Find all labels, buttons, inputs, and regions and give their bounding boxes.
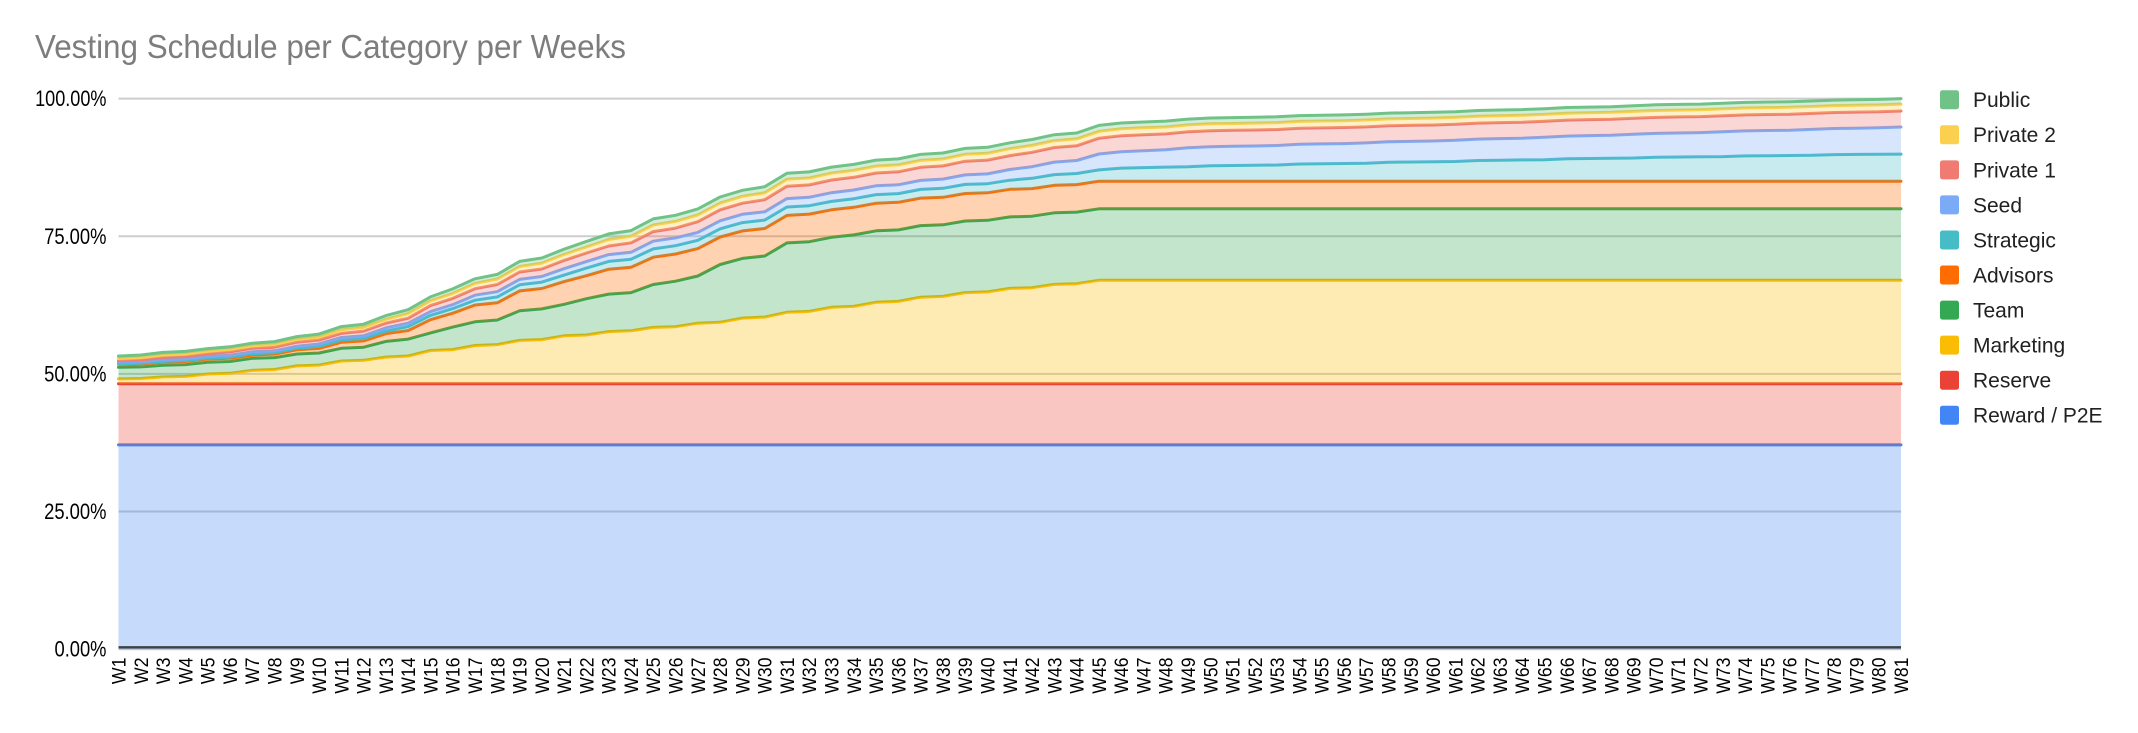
svg-text:W50: W50 bbox=[1200, 657, 1222, 693]
svg-text:Seed: Seed bbox=[1973, 194, 2022, 217]
svg-text:W3: W3 bbox=[153, 658, 175, 685]
svg-text:W2: W2 bbox=[131, 658, 153, 685]
svg-text:W80: W80 bbox=[1869, 657, 1891, 693]
svg-text:W74: W74 bbox=[1735, 657, 1757, 693]
svg-text:W16: W16 bbox=[443, 658, 465, 694]
svg-text:W1: W1 bbox=[109, 658, 131, 685]
svg-text:W61: W61 bbox=[1445, 658, 1467, 694]
svg-text:W58: W58 bbox=[1379, 658, 1401, 694]
svg-text:W10: W10 bbox=[309, 657, 331, 693]
svg-text:W70: W70 bbox=[1646, 657, 1668, 693]
svg-text:Public: Public bbox=[1973, 89, 2030, 112]
svg-text:W51: W51 bbox=[1223, 658, 1245, 694]
svg-text:W7: W7 bbox=[242, 658, 264, 685]
svg-text:W21: W21 bbox=[554, 658, 576, 694]
svg-text:W54: W54 bbox=[1289, 657, 1311, 693]
svg-text:W52: W52 bbox=[1245, 658, 1267, 694]
svg-text:W40: W40 bbox=[978, 657, 1000, 693]
svg-text:W37: W37 bbox=[911, 658, 933, 694]
svg-text:Marketing: Marketing bbox=[1973, 335, 2065, 358]
svg-text:W9: W9 bbox=[287, 658, 309, 685]
svg-text:W36: W36 bbox=[888, 658, 910, 694]
svg-text:W19: W19 bbox=[510, 658, 532, 694]
svg-text:W12: W12 bbox=[354, 658, 376, 694]
svg-text:W81: W81 bbox=[1891, 658, 1913, 694]
svg-text:W38: W38 bbox=[933, 658, 955, 694]
svg-text:W32: W32 bbox=[799, 658, 821, 694]
svg-text:Private 2: Private 2 bbox=[1973, 124, 2056, 147]
svg-text:W42: W42 bbox=[1022, 658, 1044, 694]
svg-text:W27: W27 bbox=[688, 658, 710, 694]
svg-text:W30: W30 bbox=[755, 657, 777, 693]
svg-text:W62: W62 bbox=[1468, 658, 1490, 694]
svg-text:W25: W25 bbox=[643, 657, 665, 693]
svg-text:Reserve: Reserve bbox=[1973, 370, 2051, 393]
svg-text:25.00%: 25.00% bbox=[44, 499, 106, 524]
svg-text:75.00%: 75.00% bbox=[44, 224, 106, 249]
svg-text:W57: W57 bbox=[1356, 658, 1378, 694]
svg-text:W41: W41 bbox=[1000, 658, 1022, 694]
svg-text:W20: W20 bbox=[532, 657, 554, 693]
svg-text:W43: W43 bbox=[1044, 658, 1066, 694]
svg-text:W33: W33 bbox=[822, 658, 844, 694]
svg-text:W18: W18 bbox=[487, 658, 509, 694]
svg-text:W39: W39 bbox=[955, 658, 977, 694]
svg-text:Advisors: Advisors bbox=[1973, 264, 2054, 287]
svg-text:W65: W65 bbox=[1535, 657, 1557, 693]
svg-text:W59: W59 bbox=[1401, 658, 1423, 694]
svg-text:W69: W69 bbox=[1624, 658, 1646, 694]
svg-text:W4: W4 bbox=[175, 657, 197, 684]
svg-text:W79: W79 bbox=[1846, 658, 1868, 694]
svg-text:W14: W14 bbox=[398, 657, 420, 693]
svg-text:W35: W35 bbox=[866, 657, 888, 693]
svg-text:W13: W13 bbox=[376, 658, 398, 694]
svg-text:W29: W29 bbox=[732, 658, 754, 694]
svg-text:W26: W26 bbox=[666, 658, 688, 694]
svg-text:W66: W66 bbox=[1557, 658, 1579, 694]
svg-text:W15: W15 bbox=[420, 657, 442, 693]
svg-text:Vesting Schedule per Category: Vesting Schedule per Category per Weeks bbox=[35, 28, 626, 65]
svg-text:W6: W6 bbox=[220, 658, 242, 685]
svg-text:W34: W34 bbox=[844, 657, 866, 693]
svg-text:W46: W46 bbox=[1111, 658, 1133, 694]
svg-text:W73: W73 bbox=[1713, 658, 1735, 694]
svg-text:W72: W72 bbox=[1691, 658, 1713, 694]
svg-text:0.00%: 0.00% bbox=[55, 637, 107, 662]
svg-text:W56: W56 bbox=[1334, 658, 1356, 694]
svg-text:W78: W78 bbox=[1824, 658, 1846, 694]
svg-text:W28: W28 bbox=[710, 658, 732, 694]
svg-text:W75: W75 bbox=[1757, 657, 1779, 693]
svg-text:W77: W77 bbox=[1802, 658, 1824, 694]
svg-text:W23: W23 bbox=[599, 658, 621, 694]
svg-text:W55: W55 bbox=[1312, 657, 1334, 693]
svg-text:Reward / P2E: Reward / P2E bbox=[1973, 405, 2103, 428]
svg-text:W53: W53 bbox=[1267, 658, 1289, 694]
svg-text:Team: Team bbox=[1973, 300, 2024, 323]
svg-text:W71: W71 bbox=[1668, 658, 1690, 694]
svg-text:W8: W8 bbox=[265, 658, 287, 685]
svg-text:W63: W63 bbox=[1490, 658, 1512, 694]
svg-text:W60: W60 bbox=[1423, 657, 1445, 693]
svg-text:W44: W44 bbox=[1067, 657, 1089, 693]
svg-text:Strategic: Strategic bbox=[1973, 229, 2056, 252]
svg-text:W76: W76 bbox=[1780, 658, 1802, 694]
svg-text:Private 1: Private 1 bbox=[1973, 159, 2056, 182]
svg-text:W68: W68 bbox=[1601, 658, 1623, 694]
svg-text:W24: W24 bbox=[621, 657, 643, 693]
svg-text:W17: W17 bbox=[465, 658, 487, 694]
svg-text:W11: W11 bbox=[331, 658, 353, 694]
svg-text:W31: W31 bbox=[777, 658, 799, 694]
svg-text:W22: W22 bbox=[576, 658, 598, 694]
svg-text:100.00%: 100.00% bbox=[35, 86, 106, 111]
svg-text:W64: W64 bbox=[1512, 657, 1534, 693]
svg-text:W5: W5 bbox=[198, 657, 220, 684]
svg-text:W45: W45 bbox=[1089, 657, 1111, 693]
svg-text:W48: W48 bbox=[1156, 658, 1178, 694]
svg-text:50.00%: 50.00% bbox=[44, 361, 106, 386]
svg-text:W47: W47 bbox=[1133, 658, 1155, 694]
svg-text:W67: W67 bbox=[1579, 658, 1601, 694]
svg-text:W49: W49 bbox=[1178, 658, 1200, 694]
